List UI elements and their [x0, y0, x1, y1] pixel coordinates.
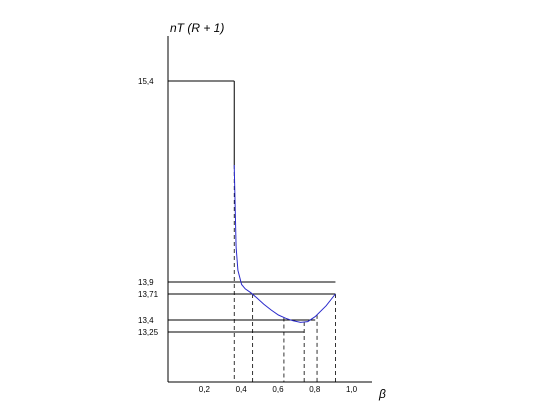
y-tick-label: 13,25 — [138, 328, 159, 337]
y-tick-label: 13,4 — [138, 316, 154, 325]
x-tick-label: 0,2 — [199, 385, 211, 394]
x-tick-label: 0,4 — [236, 385, 248, 394]
y-tick-label: 15,4 — [138, 77, 154, 86]
x-tick-label: 0,6 — [272, 385, 284, 394]
reference-lines — [168, 80, 336, 382]
y-tick-label: 13,71 — [138, 290, 159, 299]
ticks: 15,4 13,9 13,71 13,4 13,25 0,2 0,4 0,6 0,8 1,0 — [138, 77, 358, 394]
x-tick-label: 1,0 — [346, 385, 358, 394]
x-tick-label: 0,8 — [309, 385, 321, 394]
series — [233, 81, 336, 323]
y-axis-label: nT (R + 1) — [170, 21, 224, 35]
series-line — [233, 164, 336, 323]
y-tick-label: 13,9 — [138, 278, 154, 287]
axes — [167, 36, 372, 383]
x-axis-label: β — [378, 387, 386, 401]
